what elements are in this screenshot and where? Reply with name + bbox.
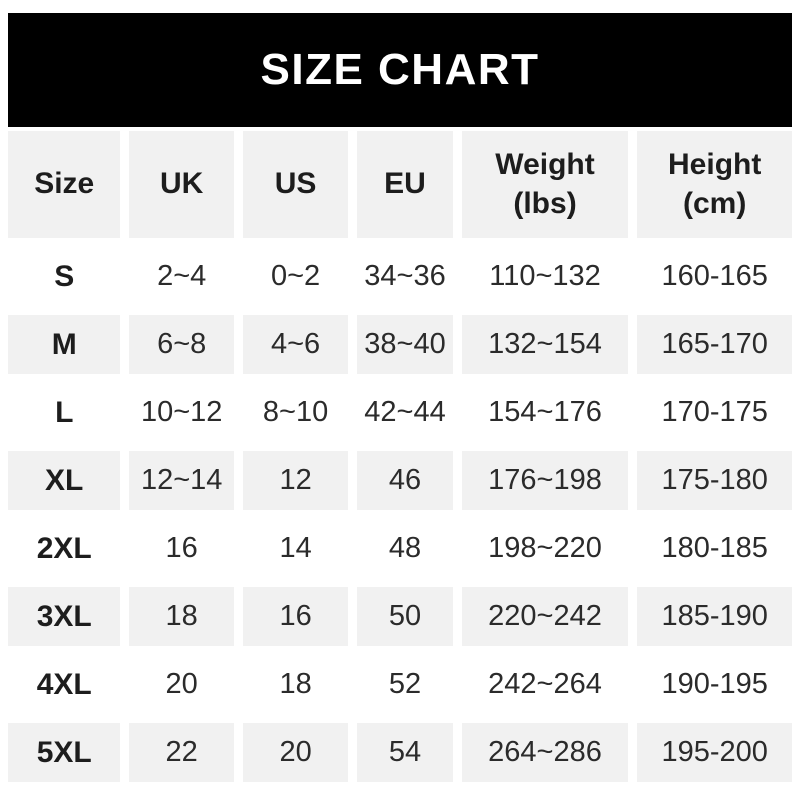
cell-height: 180-185 bbox=[637, 519, 792, 578]
cell-size: M bbox=[8, 315, 121, 374]
cell-height: 160-165 bbox=[637, 247, 792, 306]
cell-us: 0~2 bbox=[242, 247, 349, 306]
cell-height: 170-175 bbox=[637, 383, 792, 442]
cell-uk: 6~8 bbox=[129, 315, 234, 374]
column-header-height: Height (cm) bbox=[637, 131, 792, 238]
column-header-label: US bbox=[274, 167, 317, 201]
cell-weight: 198~220 bbox=[461, 519, 629, 578]
cell-us: 16 bbox=[242, 587, 349, 646]
cell-us: 18 bbox=[242, 655, 349, 714]
cell-uk: 18 bbox=[129, 587, 234, 646]
cell-uk: 22 bbox=[129, 723, 234, 782]
column-header-weight: Weight (lbs) bbox=[461, 131, 629, 238]
cell-height: 185-190 bbox=[637, 587, 792, 646]
cell-eu: 54 bbox=[357, 723, 453, 782]
cell-eu: 50 bbox=[357, 587, 453, 646]
cell-height: 175-180 bbox=[637, 451, 792, 510]
cell-size: XL bbox=[8, 451, 121, 510]
cell-size: 4XL bbox=[8, 655, 121, 714]
cell-size: L bbox=[8, 383, 121, 442]
cell-uk: 20 bbox=[129, 655, 234, 714]
cell-uk: 2~4 bbox=[129, 247, 234, 306]
cell-eu: 52 bbox=[357, 655, 453, 714]
column-header-uk: UK bbox=[129, 131, 234, 238]
column-header-unit: (cm) bbox=[683, 186, 747, 220]
cell-weight: 154~176 bbox=[461, 383, 629, 442]
cell-height: 165-170 bbox=[637, 315, 792, 374]
cell-weight: 264~286 bbox=[461, 723, 629, 782]
column-header-label: Weight bbox=[495, 148, 595, 182]
cell-weight: 242~264 bbox=[461, 655, 629, 714]
cell-eu: 34~36 bbox=[357, 247, 453, 306]
cell-eu: 46 bbox=[357, 451, 453, 510]
page-title: SIZE CHART bbox=[260, 45, 540, 94]
cell-eu: 42~44 bbox=[357, 383, 453, 442]
cell-size: 5XL bbox=[8, 723, 121, 782]
cell-size: S bbox=[8, 247, 121, 306]
title-banner: SIZE CHART bbox=[8, 13, 792, 127]
cell-weight: 220~242 bbox=[461, 587, 629, 646]
cell-weight: 110~132 bbox=[461, 247, 629, 306]
column-header-label: Size bbox=[34, 167, 95, 201]
cell-weight: 176~198 bbox=[461, 451, 629, 510]
column-header-eu: EU bbox=[357, 131, 453, 238]
cell-us: 20 bbox=[242, 723, 349, 782]
cell-uk: 12~14 bbox=[129, 451, 234, 510]
cell-height: 190-195 bbox=[637, 655, 792, 714]
column-header-label: UK bbox=[159, 167, 204, 201]
cell-eu: 48 bbox=[357, 519, 453, 578]
column-header-unit: (lbs) bbox=[513, 186, 577, 220]
cell-eu: 38~40 bbox=[357, 315, 453, 374]
column-header-label: EU bbox=[384, 167, 426, 201]
cell-us: 12 bbox=[242, 451, 349, 510]
cell-size: 3XL bbox=[8, 587, 121, 646]
cell-uk: 10~12 bbox=[129, 383, 234, 442]
column-header-us: US bbox=[242, 131, 349, 238]
cell-size: 2XL bbox=[8, 519, 121, 578]
cell-us: 8~10 bbox=[242, 383, 349, 442]
cell-us: 4~6 bbox=[242, 315, 349, 374]
cell-us: 14 bbox=[242, 519, 349, 578]
column-header-label: Height bbox=[668, 148, 762, 182]
size-chart-table: Size UK US EU Weight (lbs) Height (cm) S… bbox=[8, 131, 792, 782]
cell-weight: 132~154 bbox=[461, 315, 629, 374]
column-header-size: Size bbox=[8, 131, 121, 238]
cell-height: 195-200 bbox=[637, 723, 792, 782]
cell-uk: 16 bbox=[129, 519, 234, 578]
